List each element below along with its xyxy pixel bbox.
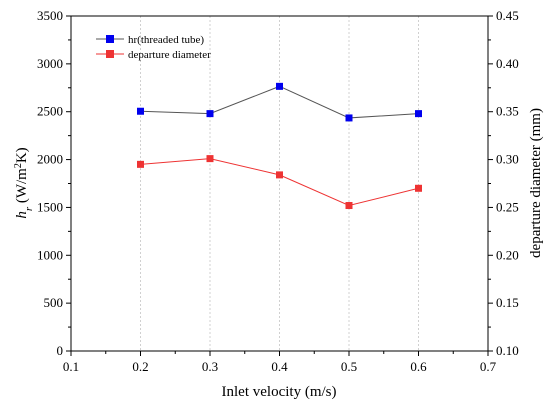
y-label-left-unit-open: (W/m: [14, 168, 30, 207]
y-right-tick-label: 0.30: [496, 152, 519, 167]
data-point-departure: [206, 155, 214, 163]
x-axis-label: Inlet velocity (m/s): [222, 384, 337, 400]
x-tick-label: 0.6: [410, 359, 427, 374]
y-right-tick-label: 0.10: [496, 343, 519, 358]
y-label-left-unit-close: K): [14, 147, 30, 163]
y-label-left-base: h: [14, 211, 30, 219]
legend-marker-departure: [106, 50, 114, 58]
y-left-tick-label: 500: [44, 295, 64, 310]
y-left-tick-label: 1500: [37, 199, 63, 214]
data-point-departure: [415, 184, 422, 192]
ticks-layer: 0.1 0.2 0.3 0.4 0.5 0.6 0.7 0 500 1000 1500 2000 250…: [37, 8, 519, 374]
x-tick-label: 0.2: [132, 359, 148, 374]
data-point-departure: [276, 171, 283, 179]
y-left-tick-label: 1000: [37, 247, 63, 262]
y-label-left-sup: 2: [13, 163, 24, 168]
x-tick-label: 0.3: [202, 359, 218, 374]
data-point-hr: [415, 110, 422, 118]
grid-layer: [140, 16, 419, 351]
x-tick-label: 0.4: [271, 359, 288, 374]
y-left-tick-label: 2500: [37, 104, 63, 119]
y-right-tick-label: 0.45: [496, 8, 519, 23]
y-right-tick-label: 0.35: [496, 104, 519, 119]
y-right-tick-label: 0.15: [496, 295, 519, 310]
y-right-tick-label: 0.40: [496, 56, 519, 71]
data-point-departure: [345, 202, 353, 210]
data-point-hr: [206, 110, 214, 118]
legend-label-departure: departure diameter: [128, 49, 211, 61]
y-left-tick-label: 3000: [37, 56, 63, 71]
x-tick-label: 0.1: [63, 359, 79, 374]
legend: hr(threaded tube) departure diameter: [96, 34, 211, 61]
y-left-tick-label: 3500: [37, 8, 63, 23]
legend-label-hr: hr(threaded tube): [128, 34, 204, 46]
data-point-hr: [137, 107, 144, 115]
y-axis-label-left: hr (W/m2K): [13, 147, 36, 218]
y-label-left-sub: r: [23, 206, 35, 211]
y-left-tick-label: 2000: [37, 152, 63, 167]
x-tick-label: 0.5: [341, 359, 357, 374]
y-axis-label-right: departure diameter (mm): [528, 108, 544, 258]
y-left-tick-label: 0: [57, 343, 64, 358]
data-point-hr: [345, 114, 353, 122]
data-point-departure: [137, 160, 144, 168]
legend-marker-hr: [106, 35, 114, 43]
x-tick-label: 0.7: [480, 359, 497, 374]
y-right-tick-label: 0.20: [496, 247, 519, 262]
data-point-hr: [276, 82, 283, 90]
y-right-tick-label: 0.25: [496, 199, 519, 214]
series-layer: [137, 82, 422, 210]
